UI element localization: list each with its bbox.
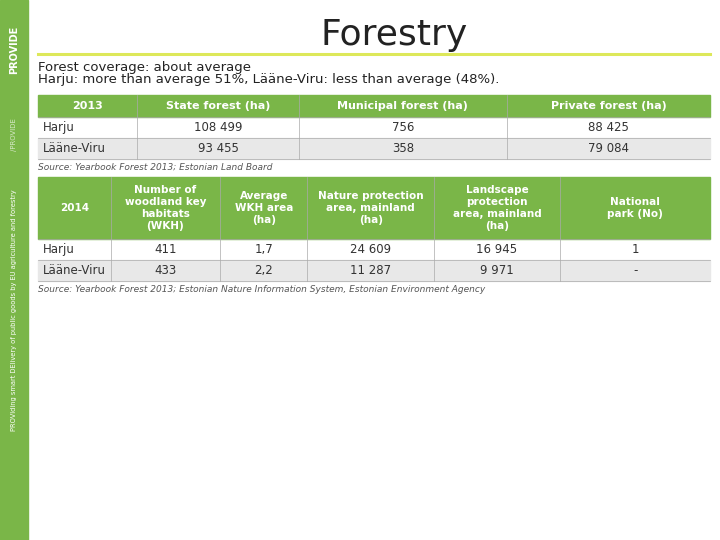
Text: Forest coverage: about average: Forest coverage: about average [38, 62, 251, 75]
Text: Landscape
protection
area, mainland
(ha): Landscape protection area, mainland (ha) [453, 185, 541, 231]
Text: 358: 358 [392, 142, 414, 155]
Text: Average
WKH area
(ha): Average WKH area (ha) [235, 191, 293, 225]
Text: 108 499: 108 499 [194, 121, 243, 134]
Bar [38, 239, 710, 260]
Text: 1,7: 1,7 [254, 243, 273, 256]
Text: 2,2: 2,2 [254, 264, 273, 277]
Text: 79 084: 79 084 [588, 142, 629, 155]
Text: Number of
woodland key
habitats
(WKH): Number of woodland key habitats (WKH) [125, 185, 206, 231]
Bar [38, 117, 710, 138]
Text: /PROVIDE: /PROVIDE [11, 119, 17, 151]
Text: 16 945: 16 945 [477, 243, 518, 256]
Text: 11 287: 11 287 [350, 264, 391, 277]
Text: 2014: 2014 [60, 203, 89, 213]
Text: 24 609: 24 609 [350, 243, 391, 256]
Text: Lääne-Viru: Lääne-Viru [43, 264, 106, 277]
Text: Lääne-Viru: Lääne-Viru [43, 142, 106, 155]
Text: 433: 433 [154, 264, 176, 277]
Text: Municipal forest (ha): Municipal forest (ha) [338, 101, 468, 111]
Text: 756: 756 [392, 121, 414, 134]
Bar [38, 260, 710, 281]
Text: 411: 411 [154, 243, 176, 256]
Text: 93 455: 93 455 [198, 142, 238, 155]
Text: PROVIDE: PROVIDE [9, 26, 19, 74]
Bar [38, 95, 710, 117]
Text: 9 971: 9 971 [480, 264, 514, 277]
Bar [0, 0, 28, 540]
Text: 2013: 2013 [72, 101, 103, 111]
Text: National
park (No): National park (No) [607, 197, 663, 219]
Text: State forest (ha): State forest (ha) [166, 101, 270, 111]
Text: Private forest (ha): Private forest (ha) [551, 101, 667, 111]
Text: Harju: Harju [43, 121, 75, 134]
Text: PROVIding smart DElivery of public goods by EU agriculture and forestry: PROVIding smart DElivery of public goods… [11, 189, 17, 431]
Text: Source: Yearbook Forest 2013; Estonian Land Board: Source: Yearbook Forest 2013; Estonian L… [38, 163, 272, 172]
Bar [38, 138, 710, 159]
Text: Nature protection
area, mainland
(ha): Nature protection area, mainland (ha) [318, 191, 423, 225]
Text: Harju: more than average 51%, Lääne-Viru: less than average (48%).: Harju: more than average 51%, Lääne-Viru… [38, 73, 500, 86]
Text: Harju: Harju [43, 243, 75, 256]
Text: Forestry: Forestry [320, 18, 467, 52]
Text: Source: Yearbook Forest 2013; Estonian Nature Information System, Estonian Envir: Source: Yearbook Forest 2013; Estonian N… [38, 285, 485, 294]
Text: 1: 1 [631, 243, 639, 256]
Bar [38, 177, 710, 239]
Text: 88 425: 88 425 [588, 121, 629, 134]
Text: -: - [633, 264, 637, 277]
